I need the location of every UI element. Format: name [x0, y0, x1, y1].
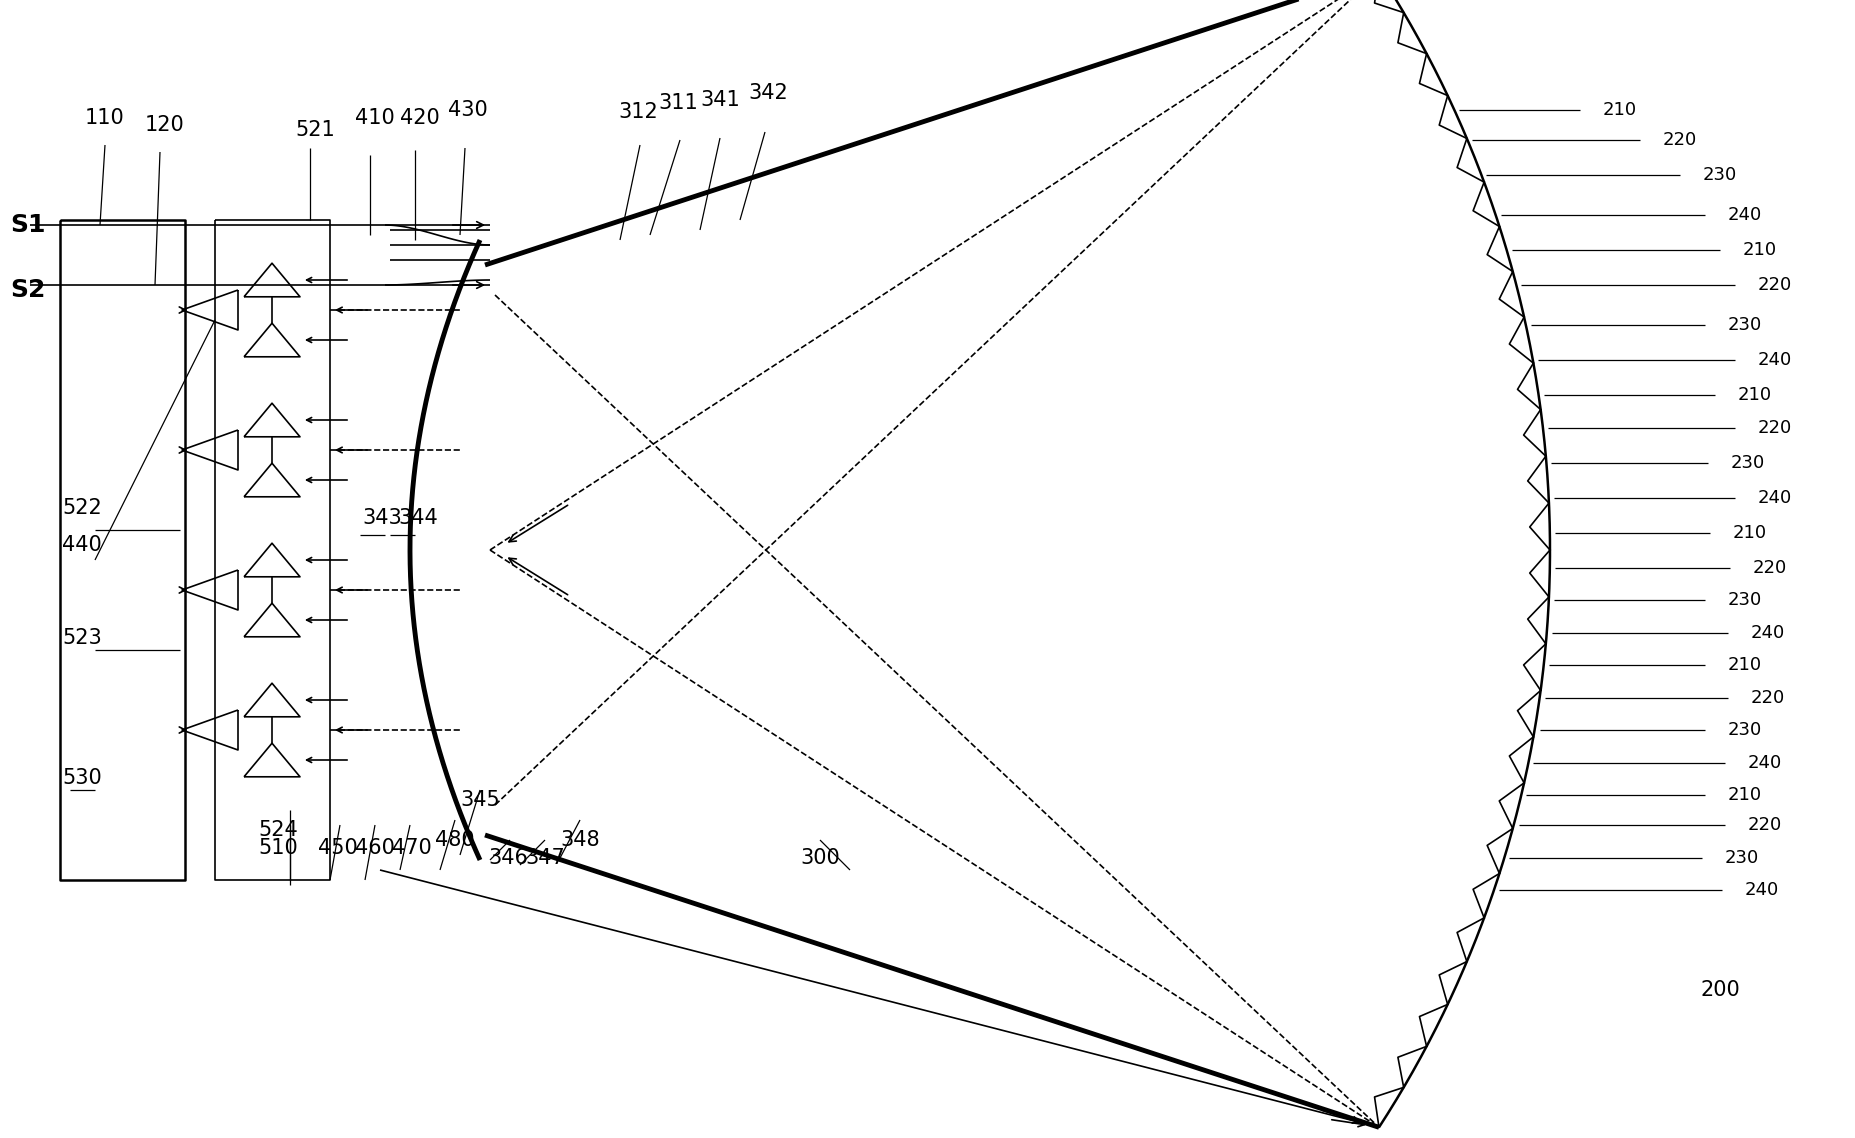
Text: 210: 210	[1738, 386, 1772, 404]
Text: 230: 230	[1725, 849, 1759, 867]
Text: 240: 240	[1727, 206, 1762, 224]
Text: 240: 240	[1751, 624, 1785, 642]
Text: 230: 230	[1727, 316, 1762, 333]
Text: 311: 311	[659, 93, 697, 113]
Text: 480: 480	[436, 830, 475, 850]
Text: 230: 230	[1703, 166, 1736, 184]
Text: 220: 220	[1759, 277, 1792, 294]
Text: 341: 341	[699, 90, 740, 110]
Text: 210: 210	[1744, 241, 1777, 259]
Text: 240: 240	[1759, 351, 1792, 369]
Text: 230: 230	[1731, 454, 1766, 472]
Text: 346: 346	[488, 848, 529, 868]
Text: S2: S2	[11, 278, 46, 302]
Text: 300: 300	[800, 848, 840, 868]
Text: 347: 347	[525, 848, 566, 868]
Text: 430: 430	[449, 100, 488, 119]
Text: 220: 220	[1759, 419, 1792, 437]
Text: 240: 240	[1746, 881, 1779, 899]
Text: 470: 470	[391, 838, 432, 858]
Text: 230: 230	[1727, 721, 1762, 739]
Text: S1: S1	[11, 213, 46, 237]
Text: 460: 460	[354, 838, 395, 858]
Text: 348: 348	[560, 830, 599, 850]
Text: 410: 410	[354, 108, 395, 127]
Text: 343: 343	[362, 508, 403, 528]
Text: 120: 120	[145, 115, 186, 135]
Text: 220: 220	[1662, 131, 1697, 149]
Text: 344: 344	[399, 508, 438, 528]
Text: 342: 342	[748, 83, 788, 104]
Text: 312: 312	[618, 102, 659, 122]
Text: 450: 450	[317, 838, 358, 858]
Text: 210: 210	[1603, 101, 1638, 119]
Text: 210: 210	[1729, 655, 1762, 674]
Text: 210: 210	[1733, 523, 1768, 542]
Text: 240: 240	[1759, 489, 1792, 508]
Text: 200: 200	[1701, 980, 1740, 1000]
Text: 220: 220	[1753, 559, 1786, 577]
Text: 523: 523	[61, 628, 102, 648]
Text: 110: 110	[85, 108, 124, 127]
Text: 524: 524	[258, 820, 299, 840]
Text: 522: 522	[61, 498, 102, 518]
Text: 521: 521	[295, 119, 336, 140]
Text: 220: 220	[1751, 688, 1785, 707]
Text: 345: 345	[460, 790, 499, 810]
Text: 420: 420	[401, 108, 440, 127]
Text: 210: 210	[1729, 786, 1762, 805]
Text: 510: 510	[258, 838, 299, 858]
Text: 230: 230	[1727, 591, 1762, 609]
Text: 220: 220	[1747, 816, 1783, 834]
Text: 530: 530	[61, 768, 102, 787]
Text: 240: 240	[1747, 754, 1783, 772]
Text: 440: 440	[61, 535, 102, 555]
